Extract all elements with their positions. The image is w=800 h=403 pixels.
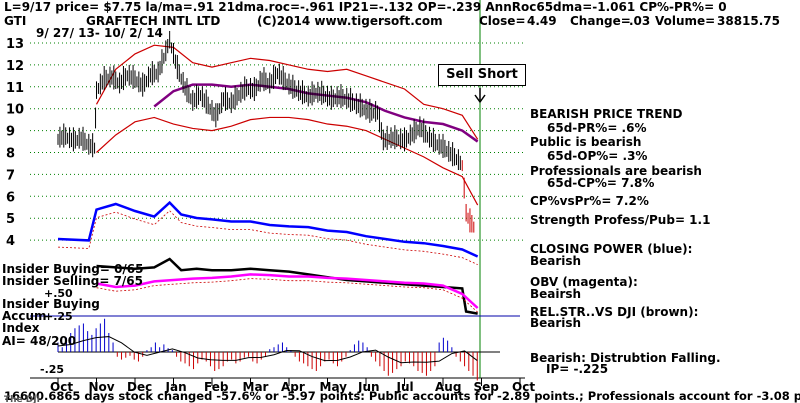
panel-professionals: Professionals are bearish: [530, 164, 702, 178]
obv-ma-line: [96, 278, 478, 313]
date-range: 9/ 27/ 13- 10/ 2/ 14: [36, 26, 163, 40]
change-value: .03: [629, 14, 651, 28]
month-label: Oct: [512, 380, 535, 394]
relative-strength-line: [96, 257, 478, 315]
panel-bearish-trend: BEARISH PRICE TREND: [530, 107, 683, 121]
panel-op: 65d-OP%= .3%: [547, 149, 648, 163]
footer-overlap: The DJI: [4, 395, 40, 403]
sell-arrow: [474, 88, 486, 104]
month-label: Mar: [243, 380, 269, 394]
month-label: May: [320, 380, 348, 394]
panel-ip: IP= -.225: [546, 362, 609, 376]
index-label: Index: [2, 321, 40, 335]
header-line1: L=9/17 price= $7.75 la/ma=.91 21dma.roc=…: [4, 0, 727, 14]
month-label: Jul: [396, 380, 414, 394]
company-name: GRAFTECH INTL LTD: [86, 14, 221, 28]
price-tick-label: 4: [6, 234, 15, 249]
ticker: GTI: [4, 14, 27, 28]
panel-obv: OBV (magenta):: [530, 275, 638, 289]
closing-power-line: [57, 200, 479, 258]
panel-obv-val: Beairsh: [530, 287, 582, 301]
closing-power-ma-line: [57, 210, 478, 265]
sell-short-label: Sell Short: [438, 64, 526, 86]
volume-label: Volume=: [655, 14, 716, 28]
month-label: Dec: [127, 380, 152, 394]
panel-cpvspr: CP%vsPr%= 7.2%: [530, 194, 649, 208]
month-label: Apr: [281, 380, 305, 394]
change-label: Change=: [570, 14, 631, 28]
close-label: Close=: [479, 14, 526, 28]
price-tick-label: 13: [6, 37, 24, 52]
panel-relstr-val: Bearish: [530, 316, 582, 330]
upper-band-line: [95, 44, 479, 140]
panel-cp: 65d-CP%= 7.8%: [547, 176, 655, 190]
panel-pr: 65d-PR%= .6%: [547, 121, 647, 135]
month-label: Oct: [50, 380, 73, 394]
month-label: Sep: [474, 380, 500, 394]
accum-average-line: [57, 336, 478, 364]
copyright: (C)2014 www.tigersoft.com: [257, 14, 443, 28]
price-tick-label: 8: [6, 147, 15, 162]
panel-closing-power-val: Bearish: [530, 254, 582, 268]
price-tick-label: 7: [6, 168, 15, 183]
volume-value: 38815.75: [717, 14, 781, 28]
footer-summary: 16600.6865 days stock changed -57.6% or …: [4, 389, 800, 403]
panel-closing-power: CLOSING POWER (blue):: [530, 242, 693, 256]
insider-buying: Insider Buying= 0/65: [2, 262, 144, 276]
price-tick-label: 10: [6, 103, 24, 118]
price-tick-label: 9: [6, 125, 15, 140]
price-tick-label: 6: [6, 190, 15, 205]
month-label: Nov: [89, 380, 115, 394]
close-value: 4.49: [527, 14, 557, 28]
month-label: Aug: [435, 380, 461, 394]
month-label: Feb: [204, 380, 229, 394]
obv-line: [96, 273, 479, 309]
panel-strength: Strength Profess/Pub= 1.1: [530, 213, 711, 227]
insider-selling: Insider Selling= 7/65: [2, 274, 144, 288]
plus25-label: +.25: [44, 310, 73, 323]
plus50-label: +.50: [44, 287, 73, 300]
month-label: Jun: [357, 380, 380, 394]
panel-distribution: Bearish: Distrubtion Falling.: [530, 351, 721, 365]
month-label: Jan: [165, 380, 187, 394]
panel-relstr: REL.STR..VS DJI (brown):: [530, 305, 699, 319]
price-tick-label: 11: [6, 81, 24, 96]
insider-buying-2: Insider Buying: [2, 297, 100, 311]
price-tick-label: 5: [6, 212, 15, 227]
accum-label: Accum: [2, 309, 47, 323]
price-tick-label: 12: [6, 59, 24, 74]
panel-public: Public is bearish: [530, 135, 642, 149]
lower-band-line: [96, 116, 479, 206]
ai-label: AI= 48/200: [2, 334, 77, 348]
minus25-label: -.25: [40, 363, 65, 376]
